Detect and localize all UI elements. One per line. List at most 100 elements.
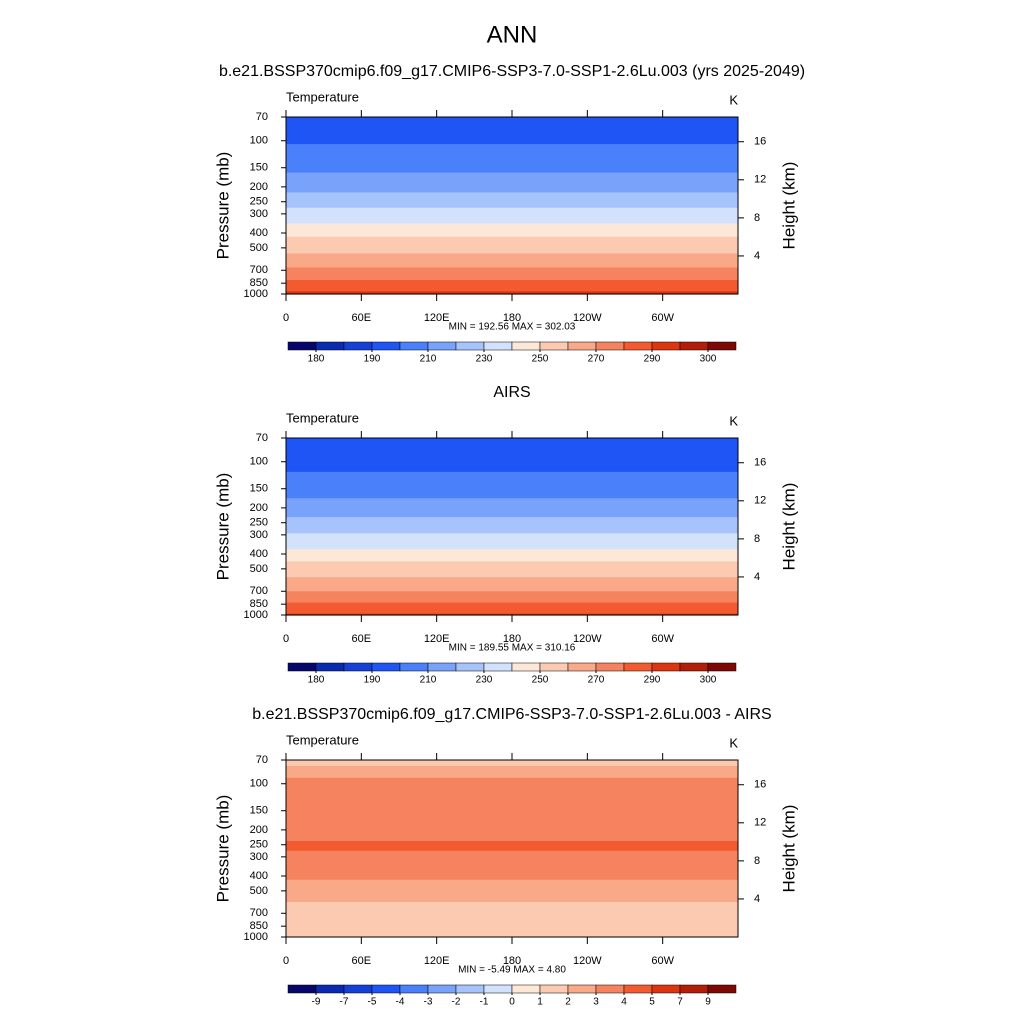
contour-band	[286, 213, 738, 217]
contour-band	[286, 588, 738, 592]
contour-band	[286, 495, 738, 499]
y-axis-label: Pressure (mb)	[213, 473, 232, 581]
contour-band	[286, 893, 738, 898]
contour-band	[286, 577, 738, 581]
colorbar-box	[343, 341, 373, 351]
contour-band	[286, 807, 738, 812]
y2-tick-label: 12	[754, 817, 766, 829]
x-tick-label: 120W	[573, 955, 602, 967]
contour-band	[286, 605, 738, 608]
colorbar-box	[315, 662, 345, 672]
stats-label: MIN = 189.55 MAX = 310.16	[449, 643, 576, 654]
contour-band	[286, 787, 738, 792]
contour-band	[286, 844, 738, 847]
y-tick-label: 70	[256, 432, 268, 444]
contour-band	[286, 549, 738, 553]
panel-title: AIRS	[493, 384, 530, 401]
contour-band	[286, 883, 738, 886]
contour-band	[286, 122, 738, 127]
contour-band	[286, 530, 738, 533]
contour-band	[286, 800, 738, 805]
contour-band	[286, 565, 738, 568]
contour-band	[286, 177, 738, 181]
colorbar-box	[455, 662, 485, 672]
contour-band	[286, 160, 738, 165]
y-tick-label: 1000	[244, 288, 268, 300]
contour-band	[286, 154, 738, 159]
contour-band	[286, 846, 738, 849]
contour-band	[286, 873, 738, 877]
y2-tick-label: 12	[754, 174, 766, 186]
y2-tick-label: 16	[754, 136, 766, 148]
contour-band	[286, 600, 738, 604]
contour-band	[286, 278, 738, 281]
contour-band	[286, 125, 738, 130]
y-tick-label: 150	[250, 162, 268, 174]
y-tick-label: 250	[250, 839, 268, 851]
colorbar-box	[315, 984, 345, 994]
y2-tick-label: 8	[754, 855, 760, 867]
contour-band	[286, 930, 738, 933]
stats-label: MIN = 192.56 MAX = 302.03	[449, 322, 576, 333]
y-tick-label: 700	[250, 907, 268, 919]
contour-band	[286, 602, 738, 605]
contour-band	[286, 599, 738, 602]
x-tick-label: 60W	[651, 633, 674, 645]
colorbar-label: 180	[308, 675, 325, 686]
contour-band	[286, 612, 738, 615]
contour-band	[286, 829, 738, 833]
contour-band	[286, 289, 738, 292]
contour-band	[286, 793, 738, 798]
contour-band	[286, 485, 738, 490]
contour-band	[286, 157, 738, 162]
y2-axis-label: Height (km)	[779, 162, 798, 250]
colorbar-box	[511, 341, 541, 351]
colorbar-label: 2	[565, 997, 571, 1008]
colorbar-box	[595, 984, 625, 994]
contour-band	[286, 471, 738, 476]
right-label: K	[729, 92, 738, 107]
contour-band	[286, 876, 738, 879]
contour-band	[286, 783, 738, 788]
contour-band	[286, 534, 738, 538]
y2-axis-label: Height (km)	[779, 805, 798, 893]
colorbar-label: -1	[480, 997, 489, 1008]
colorbar-box	[651, 662, 681, 672]
contour-band	[286, 119, 738, 124]
contour-band	[286, 206, 738, 209]
contour-band	[286, 918, 738, 921]
contour-band	[286, 609, 738, 612]
colorbar-label: 290	[644, 675, 661, 686]
colorbar-label: 5	[649, 997, 655, 1008]
colorbar-label: -4	[396, 997, 405, 1008]
y-tick-label: 100	[250, 456, 268, 468]
contour-band	[286, 771, 738, 776]
y-tick-label: 850	[250, 920, 268, 932]
y2-tick-label: 8	[754, 212, 760, 224]
contour-band	[286, 134, 738, 139]
contour-band	[286, 885, 738, 888]
colorbar-box	[595, 341, 625, 351]
contour-band	[286, 899, 738, 903]
contour-band	[286, 555, 738, 559]
contour-band	[286, 452, 738, 457]
x-tick-label: 120E	[424, 633, 450, 645]
contour-band	[286, 234, 738, 238]
x-tick-label: 120E	[424, 312, 450, 324]
contour-band	[286, 815, 738, 819]
contour-band	[286, 468, 738, 473]
colorbar-box	[679, 341, 709, 351]
x-tick-label: 60W	[651, 312, 674, 324]
colorbar-box	[707, 662, 737, 672]
contour-band	[286, 190, 738, 194]
contour-band	[286, 438, 738, 442]
contour-band	[286, 458, 738, 463]
contour-band	[286, 557, 738, 561]
contour-band	[286, 192, 738, 195]
contour-band	[286, 927, 738, 930]
contour-band	[286, 250, 738, 255]
contour-band	[286, 465, 738, 470]
y-tick-label: 1000	[244, 931, 268, 943]
x-tick-label: 0	[283, 633, 289, 645]
contour-band	[286, 797, 738, 802]
